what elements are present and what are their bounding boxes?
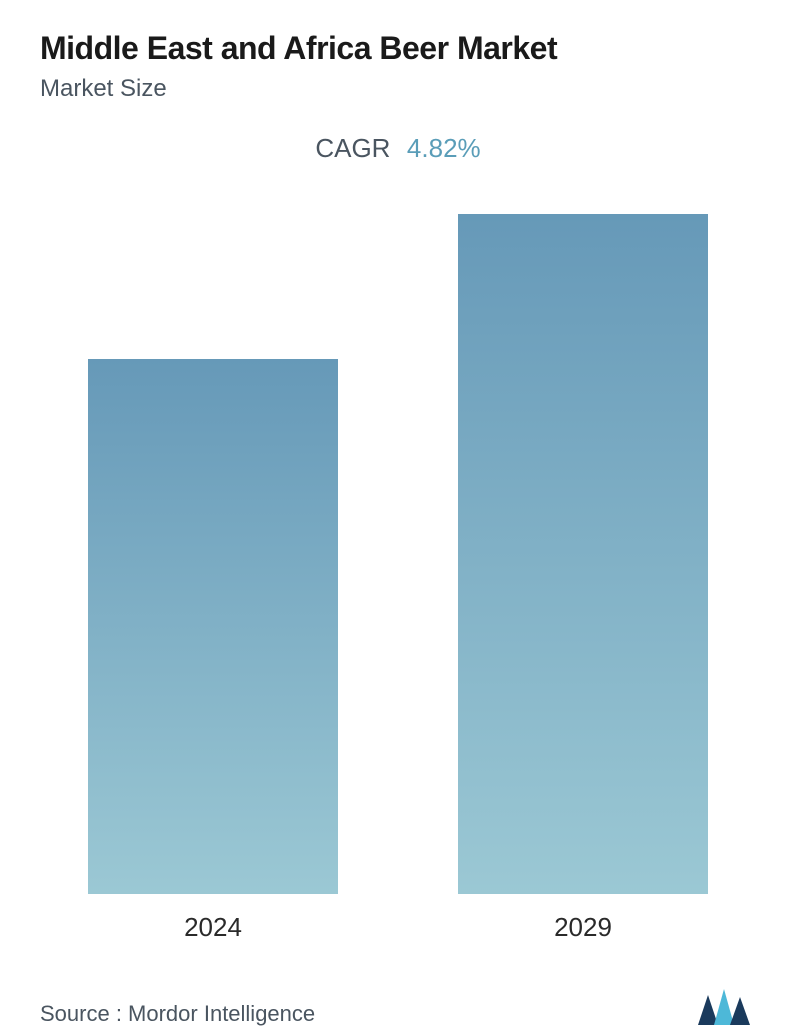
bar-0 xyxy=(88,359,338,894)
chart-container: Middle East and Africa Beer Market Marke… xyxy=(0,0,796,1034)
chart-area: 2024 2029 xyxy=(40,214,756,963)
cagr-row: CAGR 4.82% xyxy=(40,133,756,164)
cagr-value: 4.82% xyxy=(407,133,481,163)
footer: Source : Mordor Intelligence xyxy=(40,963,756,1027)
cagr-label: CAGR xyxy=(315,133,390,163)
bar-group-1: 2029 xyxy=(458,214,708,943)
logo-icon xyxy=(696,987,756,1027)
bar-1 xyxy=(458,214,708,894)
bar-label-1: 2029 xyxy=(554,912,612,943)
bar-label-0: 2024 xyxy=(184,912,242,943)
source-text: Source : Mordor Intelligence xyxy=(40,1001,315,1027)
chart-subtitle: Market Size xyxy=(40,75,756,103)
chart-title: Middle East and Africa Beer Market xyxy=(40,30,756,67)
bar-group-0: 2024 xyxy=(88,214,338,943)
